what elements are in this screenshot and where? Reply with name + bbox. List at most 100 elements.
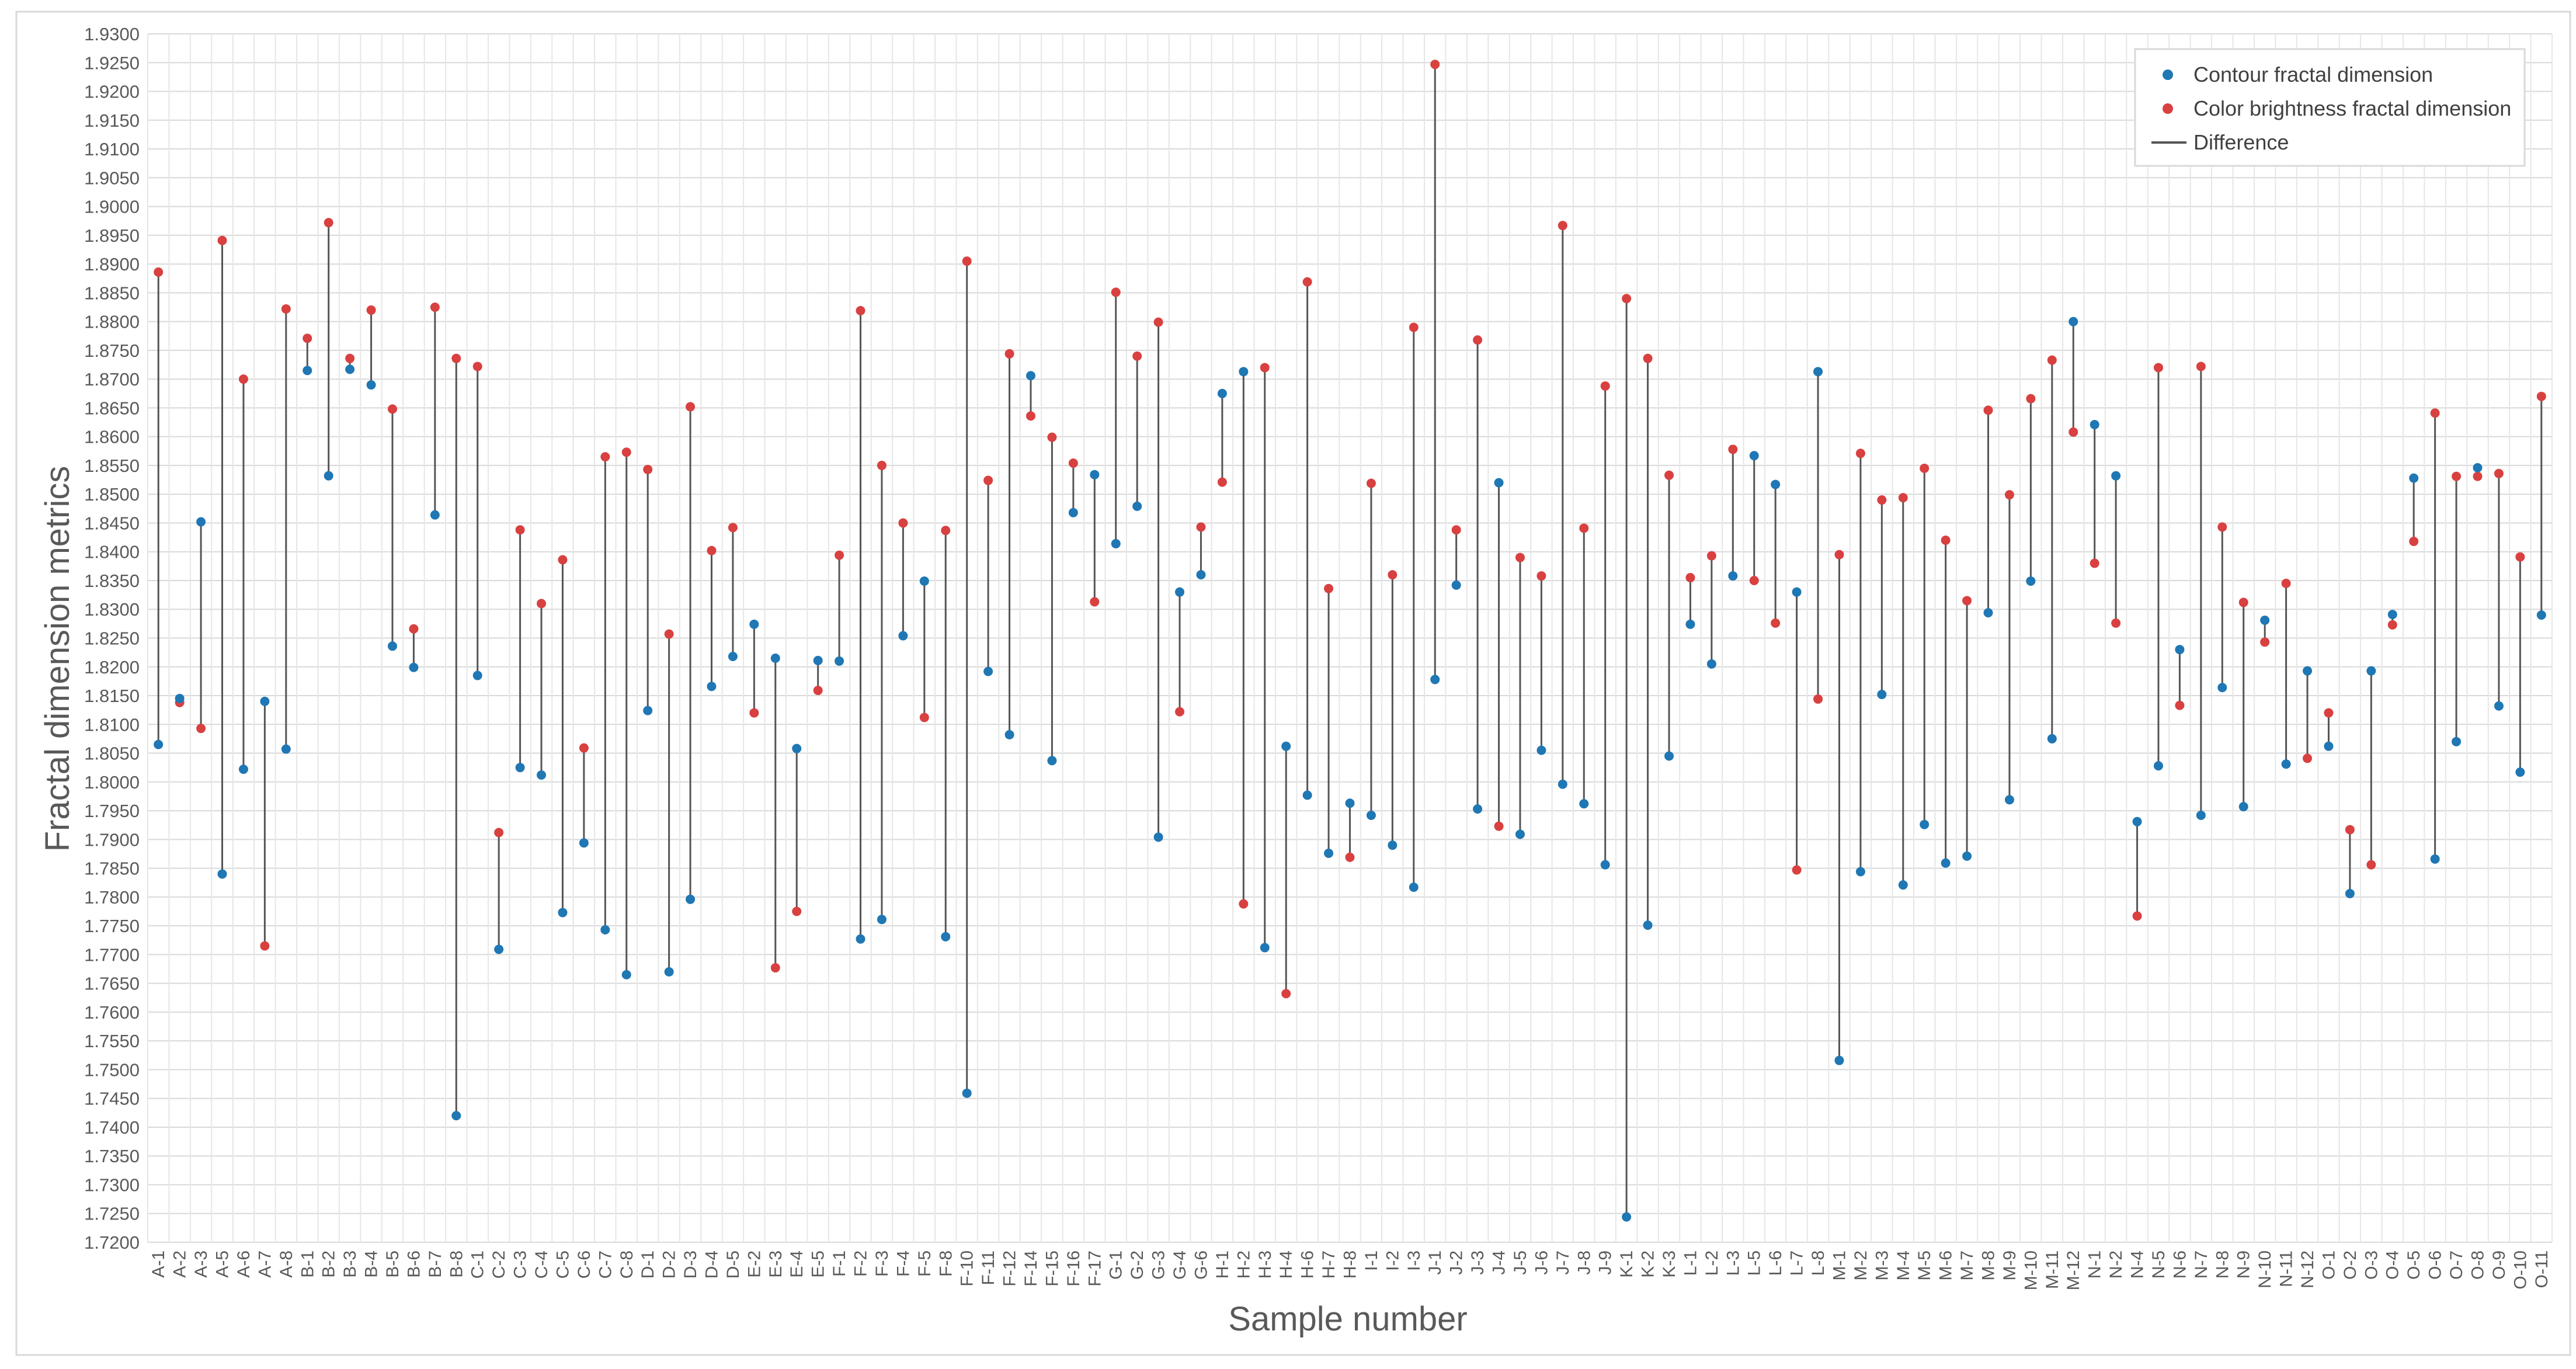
x-tick-label: A-6 (234, 1250, 253, 1278)
x-tick-label: F-8 (936, 1250, 955, 1277)
point-color-brightness (2153, 363, 2163, 373)
point-contour (387, 641, 397, 651)
x-tick-label: B-4 (362, 1250, 381, 1278)
x-tick-label: F-4 (894, 1250, 913, 1277)
x-tick-label: B-6 (404, 1250, 423, 1278)
grid (147, 33, 2553, 1243)
point-color-brightness (2196, 362, 2206, 371)
point-color-brightness (1749, 575, 1759, 585)
point-contour (2515, 767, 2525, 777)
point-contour (1920, 819, 1930, 829)
x-tick-label: B-3 (340, 1250, 360, 1278)
x-tick-label: M-4 (1894, 1250, 1913, 1281)
point-color-brightness (494, 828, 504, 838)
point-color-brightness (1558, 221, 1567, 231)
point-contour (1941, 858, 1951, 868)
point-contour (1792, 587, 1802, 597)
legend: Contour fractal dimension Color brightne… (2134, 48, 2526, 167)
point-contour (2473, 463, 2483, 472)
point-contour (2004, 795, 2014, 805)
x-tick-label: A-1 (149, 1250, 168, 1278)
point-color-brightness (2452, 471, 2462, 481)
point-contour (1430, 675, 1440, 684)
point-color-brightness (1579, 523, 1589, 533)
x-axis-title: Sample number (1228, 1300, 1467, 1338)
point-contour (1728, 571, 1738, 581)
point-contour (2366, 666, 2376, 676)
difference-lines (157, 64, 2543, 1217)
x-tick-label: L-6 (1766, 1250, 1785, 1276)
point-color-brightness (919, 713, 929, 722)
point-contour (2494, 701, 2504, 711)
x-tick-label: K-2 (1639, 1250, 1658, 1278)
point-contour (1217, 388, 1227, 398)
point-color-brightness (2494, 468, 2504, 478)
point-color-brightness (2536, 391, 2546, 401)
x-tick-label: D-1 (638, 1250, 658, 1278)
point-contour (1068, 508, 1078, 517)
point-color-brightness (1834, 550, 1844, 560)
x-tick-label: A-7 (255, 1250, 274, 1278)
point-color-brightness (1494, 821, 1504, 831)
point-contour (621, 970, 631, 979)
y-tick-label: 1.8750 (84, 340, 140, 361)
y-tick-label: 1.7450 (84, 1089, 140, 1109)
point-color-brightness (2430, 408, 2440, 418)
point-color-brightness (1111, 287, 1121, 297)
x-tick-label: F-3 (872, 1250, 892, 1277)
point-color-brightness (1239, 899, 1249, 909)
x-tick-label: N-5 (2149, 1250, 2168, 1278)
y-tick-label: 1.8350 (84, 571, 140, 591)
x-tick-label: M-3 (1872, 1250, 1892, 1281)
point-color-brightness (2345, 825, 2355, 835)
point-contour (2111, 471, 2121, 481)
point-color-brightness (1855, 449, 1865, 458)
point-contour (494, 944, 504, 954)
y-tick-label: 1.7250 (84, 1204, 140, 1224)
y-tick-label: 1.8600 (84, 427, 140, 447)
point-color-brightness (962, 256, 972, 266)
point-contour (707, 682, 717, 692)
y-tick-label: 1.8050 (84, 743, 140, 764)
point-contour (537, 770, 547, 780)
x-tick-label: C-2 (489, 1250, 509, 1278)
x-tick-label: J-7 (1553, 1250, 1573, 1275)
y-tick-label: 1.7350 (84, 1146, 140, 1166)
point-contour (835, 656, 844, 666)
x-tick-label: N-7 (2192, 1250, 2211, 1278)
y-tick-label: 1.7400 (84, 1117, 140, 1138)
point-color-brightness (792, 906, 802, 916)
y-tick-label: 1.9300 (84, 24, 140, 44)
x-tick-label: N-12 (2298, 1250, 2317, 1288)
point-color-brightness (217, 235, 227, 245)
point-color-brightness (2366, 860, 2376, 870)
point-color-brightness (303, 333, 312, 343)
y-axis-title: Fractal dimension metrics (39, 466, 77, 852)
x-tick-label: F-10 (958, 1250, 977, 1287)
point-color-brightness (366, 305, 376, 315)
x-tick-label: F-16 (1064, 1250, 1083, 1287)
x-tick-label: H-6 (1298, 1250, 1317, 1278)
y-tick-label: 1.7750 (84, 916, 140, 936)
x-tick-label: I-2 (1383, 1250, 1402, 1271)
point-contour (1196, 570, 1206, 580)
point-color-brightness (1792, 865, 1802, 875)
point-color-brightness (2111, 618, 2121, 628)
x-tick-label: M-8 (1979, 1250, 1998, 1281)
point-color-brightness (1473, 335, 1483, 345)
point-contour (2281, 759, 2291, 769)
point-color-brightness (537, 599, 547, 609)
point-contour (175, 693, 185, 703)
point-contour (2303, 666, 2313, 676)
point-color-brightness (2260, 637, 2270, 647)
point-contour (919, 576, 929, 586)
x-tick-label: I-3 (1405, 1250, 1424, 1271)
point-contour (1579, 799, 1589, 809)
point-color-brightness (2409, 536, 2419, 546)
point-color-brightness (1366, 478, 1376, 488)
point-color-brightness (1217, 477, 1227, 487)
x-tick-label: C-7 (596, 1250, 615, 1278)
point-color-brightness (1877, 495, 1887, 505)
point-contour (2409, 473, 2419, 483)
point-color-brightness (1536, 571, 1546, 581)
